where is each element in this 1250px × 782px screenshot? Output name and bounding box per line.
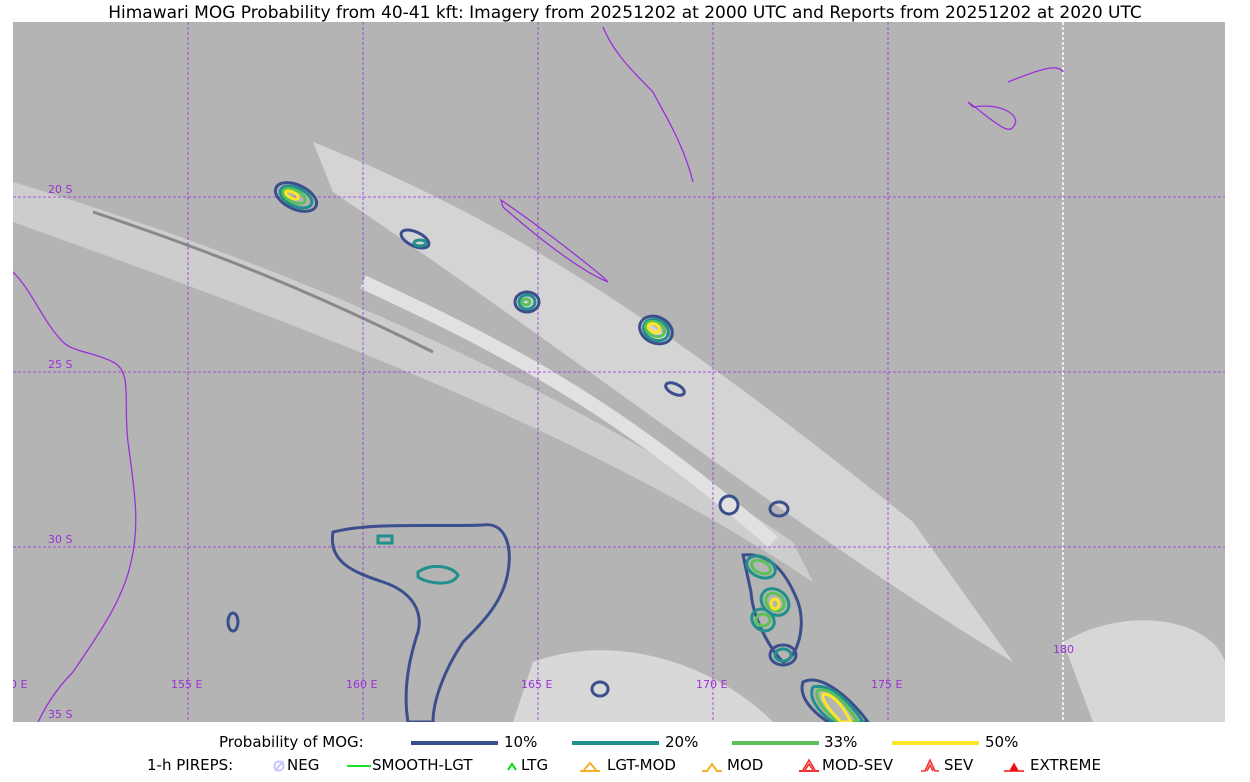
chart-title: Himawari MOG Probability from 40-41 kft:… bbox=[108, 3, 1142, 23]
ltg-caret-icon bbox=[507, 762, 517, 771]
australia-coast bbox=[13, 271, 137, 722]
mog-label-33: 33% bbox=[824, 733, 858, 751]
contour-20 bbox=[278, 184, 865, 722]
contour-10 bbox=[226, 181, 870, 722]
mog-legend-title: Probability of MOG: bbox=[219, 733, 364, 751]
mog-label-20: 20% bbox=[665, 733, 699, 751]
pirep-label-mod-sev: MOD-SEV bbox=[822, 756, 893, 774]
lon-label: 150 E bbox=[13, 678, 27, 691]
mog-swatch-33 bbox=[732, 741, 819, 745]
pirep-label-neg: NEG bbox=[287, 756, 320, 774]
cloud-bands bbox=[13, 142, 1225, 722]
lon-label: 180 bbox=[1053, 643, 1074, 656]
mog-swatch-20 bbox=[572, 741, 659, 745]
mod-sev-double-caret-bar-icon bbox=[799, 758, 819, 772]
lon-label: 160 E bbox=[346, 678, 377, 691]
pirep-label-smooth-lgt: SMOOTH-LGT bbox=[372, 756, 473, 774]
mog-swatch-10 bbox=[411, 741, 498, 745]
mog-label-10: 10% bbox=[504, 733, 538, 751]
mog-contours bbox=[226, 181, 870, 722]
grid-labels: 150 E 155 E 160 E 165 E 170 E 175 E 180 20 S 25 … bbox=[13, 183, 1074, 721]
lat-label: 35 S bbox=[48, 708, 72, 721]
mod-caret-icon bbox=[702, 762, 722, 772]
contour-50 bbox=[284, 189, 853, 722]
mog-swatch-50 bbox=[892, 741, 979, 745]
lon-label: 170 E bbox=[696, 678, 727, 691]
coastlines bbox=[13, 26, 1064, 722]
pirep-label-lgt-mod: LGT-MOD bbox=[607, 756, 676, 774]
satellite-map[interactable]: 150 E 155 E 160 E 165 E 170 E 175 E 180 20 S 25 … bbox=[13, 22, 1225, 722]
lgt-mod-caret-bar-icon bbox=[580, 761, 600, 772]
pirep-label-ltg: LTG bbox=[521, 756, 549, 774]
new-caledonia-coast bbox=[499, 198, 609, 283]
lon-label: 165 E bbox=[521, 678, 552, 691]
line-icon bbox=[347, 765, 371, 767]
vanuatu-coast bbox=[602, 26, 694, 183]
gridlines bbox=[13, 22, 1225, 722]
neg-circle-icon bbox=[273, 760, 285, 772]
lon-label: 155 E bbox=[171, 678, 202, 691]
lat-label: 20 S bbox=[48, 183, 72, 196]
lon-label: 175 E bbox=[871, 678, 902, 691]
mog-label-50: 50% bbox=[985, 733, 1019, 751]
lat-label: 30 S bbox=[48, 533, 72, 546]
contour-33 bbox=[281, 187, 860, 722]
sev-double-caret-icon bbox=[921, 758, 939, 772]
extreme-filled-triangle-icon bbox=[1004, 762, 1024, 772]
pirep-label-extreme: EXTREME bbox=[1030, 756, 1101, 774]
lat-label: 25 S bbox=[48, 358, 72, 371]
pirep-label-mod: MOD bbox=[727, 756, 764, 774]
pirep-legend-title: 1-h PIREPS: bbox=[147, 756, 234, 774]
fiji-coast bbox=[967, 67, 1064, 130]
pirep-label-sev: SEV bbox=[944, 756, 974, 774]
